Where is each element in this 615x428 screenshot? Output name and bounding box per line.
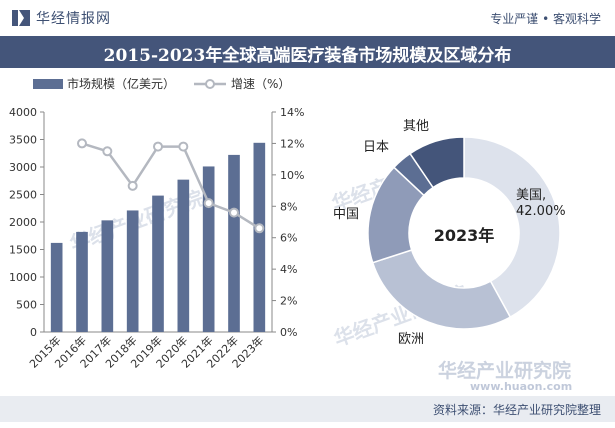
left-tick-label: 1500 [9, 244, 37, 257]
title-bar: 2015-2023年全球高端医疗装备市场规模及区域分布 [0, 36, 615, 68]
left-tick-label: 3000 [9, 161, 37, 174]
line-point [127, 180, 138, 191]
bar [253, 142, 266, 332]
right-axis-ticks: 0% 2% 4% 6% 8% 10% 12% 14% [272, 106, 304, 339]
donut-center-label: 2023年 [434, 226, 495, 245]
donut-label-美国: 美国, [516, 188, 546, 203]
bar [152, 195, 164, 332]
top-bar: 华经情报网 专业严谨 • 客观科学 [0, 0, 615, 36]
left-tick-label: 0 [30, 326, 37, 339]
brand-name: 华经情报网 [36, 11, 111, 27]
donut-label-其他: 其他 [403, 119, 429, 134]
line-point [153, 141, 163, 152]
bar [202, 166, 215, 332]
donut-label-中国: 中国 [333, 207, 359, 222]
bar [126, 210, 139, 332]
source-note: 资料来源：华经产业研究院整理 [432, 403, 601, 417]
bar [50, 242, 63, 332]
right-tick-label: 2% [280, 295, 297, 308]
footer: 资料来源：华经产业研究院整理 [0, 396, 615, 422]
bar [101, 220, 114, 332]
donut-label-欧洲: 欧洲 [398, 332, 424, 347]
donut-chart [367, 136, 561, 330]
slogan: 专业严谨 • 客观科学 [490, 12, 601, 26]
right-tick-label: 0% [280, 326, 297, 339]
x-axis-ticks: 2015年2016年2017年2018年2019年2020年2021年2022年… [26, 333, 266, 370]
right-tick-label: 14% [280, 106, 304, 119]
left-tick-label: 2500 [9, 189, 37, 202]
right-tick-label: 6% [280, 232, 297, 245]
left-tick-label: 3500 [9, 134, 37, 147]
donut-slice-美国 [463, 136, 561, 319]
right-tick-label: 10% [280, 169, 304, 182]
line-point [102, 146, 113, 157]
left-tick-label: 4000 [9, 106, 37, 119]
line-point [229, 207, 239, 218]
legend-bar-swatch [33, 79, 63, 89]
line-point [203, 198, 214, 209]
bar-series [50, 142, 266, 332]
left-axis-ticks: 0 500 1000 1500 2000 2500 3000 3500 4000 [9, 106, 44, 339]
bar [177, 179, 190, 332]
legend-line-marker [205, 79, 215, 89]
left-tick-label: 500 [16, 299, 37, 312]
right-tick-label: 8% [280, 200, 297, 213]
logo-icon [12, 10, 30, 26]
bar [76, 231, 88, 332]
donut-slice-其他 [408, 136, 465, 189]
donut-slice-欧洲 [371, 249, 512, 330]
donut-label-日本: 日本 [363, 140, 389, 155]
legend-line-label: 增速（%） [231, 77, 290, 91]
left-tick-label: 1000 [9, 271, 37, 284]
line-point [178, 141, 189, 152]
bar [228, 154, 240, 332]
legend: 市场规模（亿美元） 增速（%） [33, 76, 290, 91]
line-point [254, 223, 265, 234]
right-tick-label: 12% [280, 137, 304, 150]
line-series [77, 138, 265, 234]
legend-bar-label: 市场规模（亿美元） [67, 76, 175, 91]
left-tick-label: 2000 [9, 216, 37, 229]
donut-value-美国: 42.00% [516, 204, 566, 219]
chart-canvas: 市场规模（亿美元） 增速（%） 0 500 1000 1500 2000 2500 3000… [9, 76, 566, 371]
chart-title: 2015-2023年全球高端医疗装备市场规模及区域分布 [103, 46, 512, 66]
line-point [77, 138, 87, 149]
right-tick-label: 4% [280, 263, 297, 276]
